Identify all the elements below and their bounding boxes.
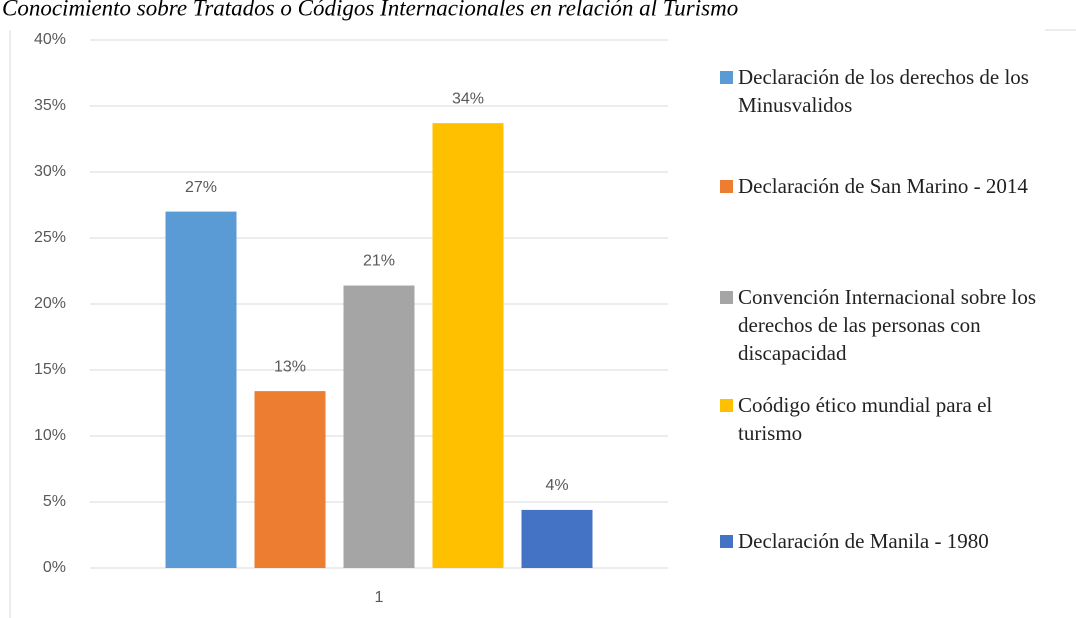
data-label: 21% bbox=[363, 253, 395, 270]
y-tick-label: 5% bbox=[43, 493, 66, 510]
legend-label: Declaración de los derechos de los Minus… bbox=[738, 65, 1029, 117]
legend-entry: Declaración de Manila - 1980 bbox=[720, 527, 1060, 555]
legend-label: Coódigo ético mundial para el turismo bbox=[738, 393, 993, 445]
legend-swatch bbox=[720, 180, 733, 193]
y-tick-label: 10% bbox=[34, 427, 66, 444]
legend-label: Declaración de San Marino - 2014 bbox=[738, 174, 1028, 198]
chart-title: Conocimiento sobre Tratados o Códigos In… bbox=[2, 0, 738, 20]
bar bbox=[521, 509, 593, 568]
bar bbox=[343, 285, 415, 568]
legend-swatch bbox=[720, 399, 733, 412]
legend-entry: Coódigo ético mundial para el turismo bbox=[720, 391, 1060, 447]
legend-entry: Declaración de los derechos de los Minus… bbox=[720, 63, 1060, 119]
data-label: 4% bbox=[545, 477, 568, 494]
y-tick-label: 15% bbox=[34, 361, 66, 378]
legend-swatch bbox=[720, 291, 733, 304]
y-tick-label: 40% bbox=[34, 31, 66, 48]
y-tick-label: 30% bbox=[34, 163, 66, 180]
data-label: 34% bbox=[452, 90, 484, 107]
legend-label: Convención Internacional sobre los derec… bbox=[738, 285, 1036, 365]
legend-entry: Convención Internacional sobre los derec… bbox=[720, 283, 1060, 367]
legend-swatch bbox=[720, 535, 733, 548]
x-tick-label: 1 bbox=[375, 589, 384, 606]
data-label: 13% bbox=[274, 358, 306, 375]
y-tick-label: 35% bbox=[34, 97, 66, 114]
bar bbox=[254, 391, 326, 568]
y-tick-label: 0% bbox=[43, 559, 66, 576]
legend-swatch bbox=[720, 71, 733, 84]
bar bbox=[165, 211, 237, 568]
legend-entry: Declaración de San Marino - 2014 bbox=[720, 172, 1060, 200]
bar bbox=[432, 123, 504, 568]
y-tick-label: 20% bbox=[34, 295, 66, 312]
data-label: 27% bbox=[185, 179, 217, 196]
legend-label: Declaración de Manila - 1980 bbox=[738, 529, 989, 553]
y-tick-label: 25% bbox=[34, 229, 66, 246]
